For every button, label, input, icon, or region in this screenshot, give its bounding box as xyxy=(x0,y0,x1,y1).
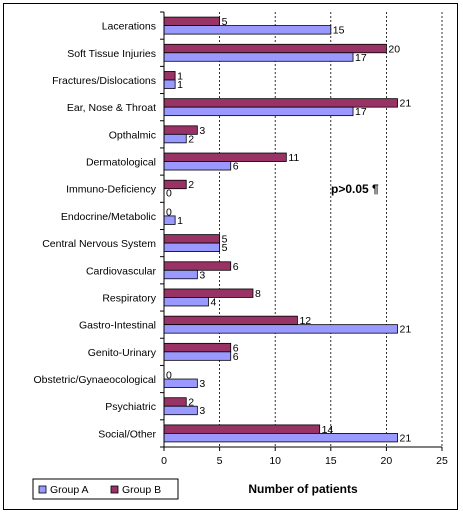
bar-group-a xyxy=(163,79,176,89)
category-label: Respiratory xyxy=(102,292,156,304)
value-label: 21 xyxy=(400,324,412,336)
x-tick-label: 20 xyxy=(381,455,393,467)
bar-group-a xyxy=(163,269,198,280)
x-tick-label: 0 xyxy=(161,455,167,467)
axes xyxy=(160,11,443,451)
value-label: 6 xyxy=(233,342,239,354)
category-label: Social/Other xyxy=(98,428,156,440)
bar-group-b xyxy=(163,16,220,26)
legend-swatch-group-b xyxy=(110,485,119,494)
category-label: Lacerations xyxy=(102,21,156,33)
bar-group-b xyxy=(163,261,232,271)
value-label: 11 xyxy=(288,152,299,164)
value-label: 0 xyxy=(166,370,172,382)
category-label: Psychiatric xyxy=(105,401,156,413)
value-label: 5 xyxy=(222,242,228,254)
value-label: 3 xyxy=(199,378,205,390)
gridlines xyxy=(219,12,443,447)
bar-group-a xyxy=(163,106,354,117)
bar-group-b xyxy=(163,342,232,353)
value-label: 8 xyxy=(255,288,261,300)
legend: Group A Group B xyxy=(32,478,179,500)
value-label: 6 xyxy=(233,261,239,273)
value-label: 15 xyxy=(333,25,345,37)
legend-box xyxy=(32,478,179,500)
value-label: 2 xyxy=(188,397,194,409)
legend-swatch-group-a xyxy=(38,485,47,494)
category-label: Obstetric/Gynaeocological xyxy=(33,374,156,386)
bars xyxy=(163,16,398,443)
x-tick-label: 10 xyxy=(269,455,281,467)
significance-annotation: p>0.05 ¶ xyxy=(331,182,379,196)
bar-group-a xyxy=(163,351,232,361)
x-tick-labels: 0 5 10 15 20 25 xyxy=(161,455,448,467)
value-label: 1 xyxy=(177,215,183,227)
value-label: 1 xyxy=(177,79,183,91)
category-label: Fractures/Dislocations xyxy=(52,75,156,87)
value-label: 3 xyxy=(199,269,205,281)
category-label: Dermatological xyxy=(86,157,156,169)
category-label: Soft Tissue Injuries xyxy=(67,48,156,60)
value-label: 2 xyxy=(188,133,194,145)
value-label: 6 xyxy=(233,161,239,173)
category-label: Gastro-Intestinal xyxy=(79,320,156,332)
bar-group-a xyxy=(163,324,398,334)
category-label: Genito-Urinary xyxy=(88,347,157,359)
value-label: 0 xyxy=(166,206,172,218)
value-label: 0 xyxy=(166,188,172,200)
value-label: 2 xyxy=(188,179,194,191)
value-label: 14 xyxy=(322,424,334,436)
x-tick-label: 5 xyxy=(217,455,223,467)
bar-group-b xyxy=(163,397,187,407)
bar-group-a xyxy=(163,242,220,252)
value-label: 12 xyxy=(299,315,311,327)
value-label: 4 xyxy=(210,296,216,308)
value-label: 20 xyxy=(388,43,400,55)
value-label: 17 xyxy=(355,52,367,64)
x-tick-label: 15 xyxy=(325,455,337,467)
bar-group-b xyxy=(163,288,254,298)
bar-group-a xyxy=(163,297,209,307)
category-label: Ear, Nose & Throat xyxy=(67,102,156,114)
value-label: 3 xyxy=(199,125,205,137)
bar-group-a xyxy=(163,25,332,35)
value-label: 1 xyxy=(177,70,183,82)
bar-group-b xyxy=(163,234,220,244)
bar-group-a xyxy=(163,161,232,171)
legend-label-group-a: Group A xyxy=(50,484,89,496)
value-label: 5 xyxy=(222,16,228,28)
category-label: Endocrine/Metabolic xyxy=(61,211,156,223)
value-label: 6 xyxy=(233,351,239,363)
value-label: 5 xyxy=(222,234,228,246)
category-label: Opthalmic xyxy=(109,129,156,141)
category-label: Central Nervous System xyxy=(42,238,156,250)
bar-group-b xyxy=(163,43,387,54)
value-labels: 5152017112117321162001556384122166032314… xyxy=(166,16,411,444)
value-label: 17 xyxy=(355,106,367,118)
x-tick-label: 25 xyxy=(436,455,448,467)
bar-group-b xyxy=(163,424,321,434)
value-label: 3 xyxy=(199,405,205,417)
bar-group-a xyxy=(163,133,187,144)
value-label: 21 xyxy=(400,432,412,444)
bar-group-b xyxy=(163,315,298,326)
bar-group-a xyxy=(163,52,354,62)
bar-group-b xyxy=(163,152,287,162)
bar-group-a xyxy=(163,433,398,443)
x-axis-title: Number of patients xyxy=(248,482,358,496)
value-label: 21 xyxy=(400,98,412,110)
legend-label-group-b: Group B xyxy=(122,484,161,496)
category-label: Cardiovascular xyxy=(86,265,157,277)
bar-group-b xyxy=(163,71,176,81)
category-labels: Lacerations Soft Tissue Injuries Fractures… xyxy=(33,21,156,441)
category-label: Immuno-Deficiency xyxy=(66,184,157,196)
